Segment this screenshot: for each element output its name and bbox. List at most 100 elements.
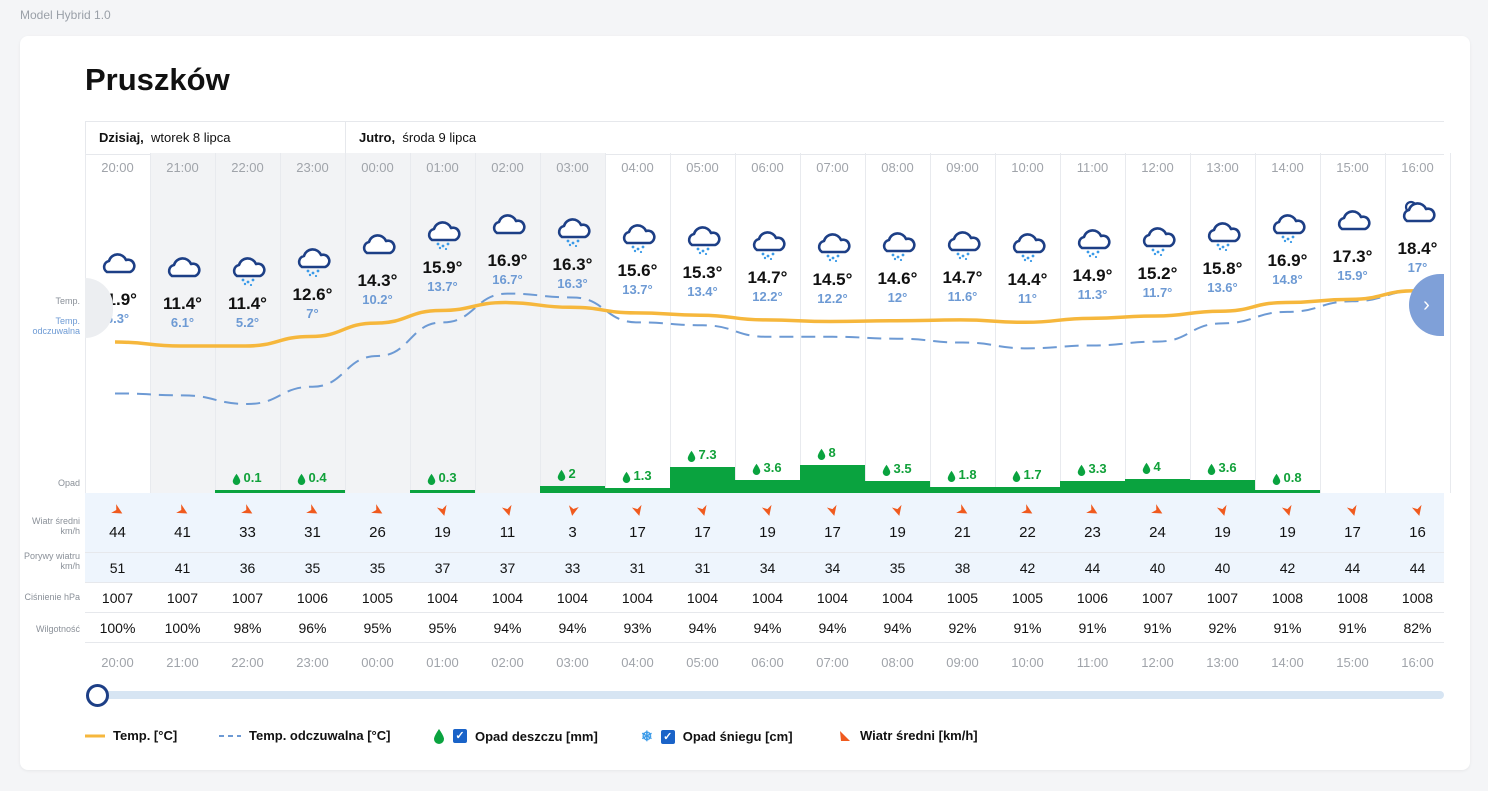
row-divider bbox=[85, 582, 1444, 583]
humidity-value: 92% bbox=[1208, 620, 1237, 636]
timeline-slider[interactable] bbox=[95, 691, 1444, 699]
rain-checkbox[interactable]: ✓ bbox=[453, 729, 467, 743]
cloud-rain-icon bbox=[557, 218, 591, 248]
cloud-rain-icon bbox=[1272, 213, 1306, 243]
cloud-rain-icon bbox=[1142, 227, 1176, 256]
hour-label-bottom: 15:00 bbox=[1336, 655, 1369, 670]
temp-value: 11.4° bbox=[228, 294, 267, 313]
temp-value: 15.9° bbox=[422, 258, 463, 278]
cloud-rain-icon bbox=[947, 231, 981, 260]
humidity-value: 94% bbox=[818, 620, 847, 636]
cloud-rain-icon bbox=[167, 257, 201, 278]
precip-value: 3.3 bbox=[1088, 461, 1107, 476]
wind-arrow-icon bbox=[1150, 504, 1162, 514]
temp-value: 15.6° bbox=[617, 260, 658, 280]
precip-bar bbox=[215, 490, 280, 493]
precip-bar bbox=[410, 490, 475, 493]
gust-value: 35 bbox=[304, 560, 321, 576]
column-separator bbox=[1450, 153, 1451, 493]
pressure-value: 1004 bbox=[556, 590, 589, 606]
drop-icon bbox=[1142, 462, 1150, 474]
temp-line-icon bbox=[85, 734, 105, 737]
column-separator bbox=[865, 153, 866, 493]
pressure-value: 1005 bbox=[1011, 590, 1044, 606]
hour-label-bottom: 22:00 bbox=[231, 655, 264, 670]
precip-value: 1.7 bbox=[1023, 467, 1042, 482]
pressure-value: 1004 bbox=[491, 590, 524, 606]
gust-value: 42 bbox=[1019, 560, 1036, 576]
wind-arrow-icon bbox=[826, 504, 837, 516]
temp-value: 14.9° bbox=[1072, 266, 1113, 286]
humidity-value: 98% bbox=[233, 620, 262, 636]
wind-value: 17 bbox=[824, 524, 841, 541]
day-date: środa 9 lipca bbox=[402, 130, 477, 145]
wind-value: 19 bbox=[759, 524, 776, 541]
pressure-value: 1006 bbox=[1076, 590, 1109, 606]
wind-arrow-icon bbox=[305, 504, 317, 514]
wind-arrow-icon bbox=[1411, 504, 1422, 516]
pressure-value: 1004 bbox=[881, 590, 914, 606]
hour-label: 22:00 bbox=[231, 160, 264, 175]
drop-icon bbox=[817, 448, 825, 460]
feels-value: 6.1° bbox=[170, 315, 195, 330]
hour-label-bottom: 23:00 bbox=[296, 655, 329, 670]
feels-value: 13.4° bbox=[687, 284, 718, 300]
column-separator bbox=[540, 153, 541, 493]
humidity-value: 100% bbox=[99, 620, 136, 636]
humidity-value: 82% bbox=[1403, 620, 1432, 636]
pressure-value: 1005 bbox=[946, 590, 979, 606]
drop-icon bbox=[427, 473, 435, 485]
column-separator bbox=[215, 153, 216, 493]
humidity-value: 94% bbox=[493, 620, 522, 636]
cloud-rain-icon bbox=[102, 253, 136, 274]
pressure-value: 1007 bbox=[166, 590, 199, 606]
hour-label: 07:00 bbox=[816, 160, 849, 175]
cloud-rain-icon bbox=[882, 231, 916, 261]
wind-arrow-icon bbox=[1085, 504, 1097, 514]
feels-value: 17° bbox=[1407, 259, 1428, 275]
hour-label: 12:00 bbox=[1141, 160, 1174, 175]
humidity-value: 94% bbox=[558, 620, 587, 636]
row-label-wind: Wiatr średni km/h bbox=[31, 516, 80, 536]
cloud-rain-icon bbox=[752, 231, 786, 260]
gust-value: 35 bbox=[369, 560, 386, 576]
wind-arrow-icon bbox=[1346, 504, 1357, 516]
drop-icon bbox=[1077, 464, 1085, 476]
temp-value: 17.3° bbox=[1332, 247, 1373, 267]
row-label-gusts: Porywy wiatru km/h bbox=[23, 551, 80, 571]
drop-icon bbox=[687, 450, 695, 462]
pressure-value: 1004 bbox=[751, 590, 784, 606]
temp-value: 15.2° bbox=[1137, 263, 1178, 283]
cloud-rain-icon bbox=[1077, 229, 1111, 259]
precip-value: 3.6 bbox=[763, 460, 782, 475]
hour-label-bottom: 14:00 bbox=[1271, 655, 1304, 670]
snow-checkbox[interactable]: ✓ bbox=[660, 729, 675, 744]
wind-arrow-icon bbox=[1281, 504, 1292, 516]
day-today: Dzisiaj, wtorek 8 lipca bbox=[85, 122, 345, 154]
pressure-value: 1007 bbox=[1206, 590, 1239, 606]
gust-value: 31 bbox=[694, 560, 711, 576]
wind-value: 19 bbox=[1214, 524, 1231, 541]
hour-label-bottom: 16:00 bbox=[1401, 655, 1434, 670]
column-separator bbox=[1255, 153, 1256, 493]
gust-value: 34 bbox=[824, 560, 841, 576]
day-tomorrow: Jutro, środa 9 lipca bbox=[345, 122, 1444, 154]
precip-bar bbox=[1125, 479, 1190, 493]
row-divider bbox=[85, 642, 1444, 643]
precip-value: 1.3 bbox=[633, 468, 652, 483]
row-divider bbox=[85, 552, 1444, 553]
wind-value: 26 bbox=[369, 524, 386, 541]
humidity-value: 94% bbox=[688, 620, 717, 636]
timeline-slider-handle[interactable] bbox=[86, 684, 109, 707]
wind-arrow-icon bbox=[696, 504, 707, 516]
feels-value: 16.3° bbox=[557, 276, 588, 292]
precip-bar bbox=[995, 487, 1060, 493]
precip-bar bbox=[865, 481, 930, 493]
gust-value: 40 bbox=[1149, 560, 1166, 576]
hour-label-bottom: 07:00 bbox=[816, 655, 849, 670]
temp-value: 14.3° bbox=[357, 271, 398, 291]
precip-bar bbox=[800, 465, 865, 493]
column-separator bbox=[280, 153, 281, 493]
gust-value: 44 bbox=[1084, 560, 1101, 576]
